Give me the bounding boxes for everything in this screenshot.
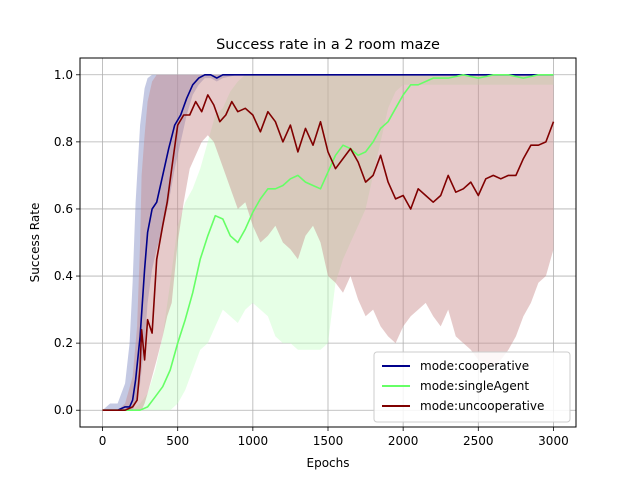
x-tick-label: 2000 [388,434,419,448]
grid [80,58,576,427]
band-mode-uncooperative [102,74,554,411]
x-tick-label: 500 [166,434,189,448]
x-tick-label: 0 [99,434,107,448]
band-mode-singleAgent [102,74,554,411]
series-line-mode-uncooperative [102,94,555,412]
legend-box [373,351,571,423]
y-tick-label: 0.2 [54,336,73,350]
x-axis-label: Epochs [307,456,350,470]
legend-entry: mode:cooperative [420,359,529,373]
band-mode-cooperative [102,74,554,411]
y-tick-label: 0.8 [54,135,73,149]
series-line-mode-singleAgent [102,74,554,412]
series-line-mode-cooperative [102,74,554,412]
legend: mode:cooperative mode:singleAgent mode:unc… [373,351,571,423]
y-tick-label: 1.0 [54,68,73,82]
x-tick-label: 3000 [538,434,569,448]
y-tick-label: 0.4 [54,269,73,283]
chart-title: Success rate in a 2 room maze [216,37,440,53]
x-tick-label: 1000 [238,434,269,448]
legend-entry: mode:singleAgent [420,379,529,393]
y-tick-label: 0.6 [54,202,73,216]
x-tick-label: 2500 [463,434,494,448]
series-lines [102,74,555,412]
axis-ticks: 0 500 1000 1500 2000 2500 3000 0.0 0.2 0.4 0.6 0.8 1… [54,68,569,448]
y-axis-label: Success Rate [28,203,42,283]
legend-entry: mode:uncooperative [420,399,544,413]
x-tick-label: 1500 [313,434,344,448]
y-tick-label: 0.0 [54,403,73,417]
confidence-bands [102,74,554,411]
